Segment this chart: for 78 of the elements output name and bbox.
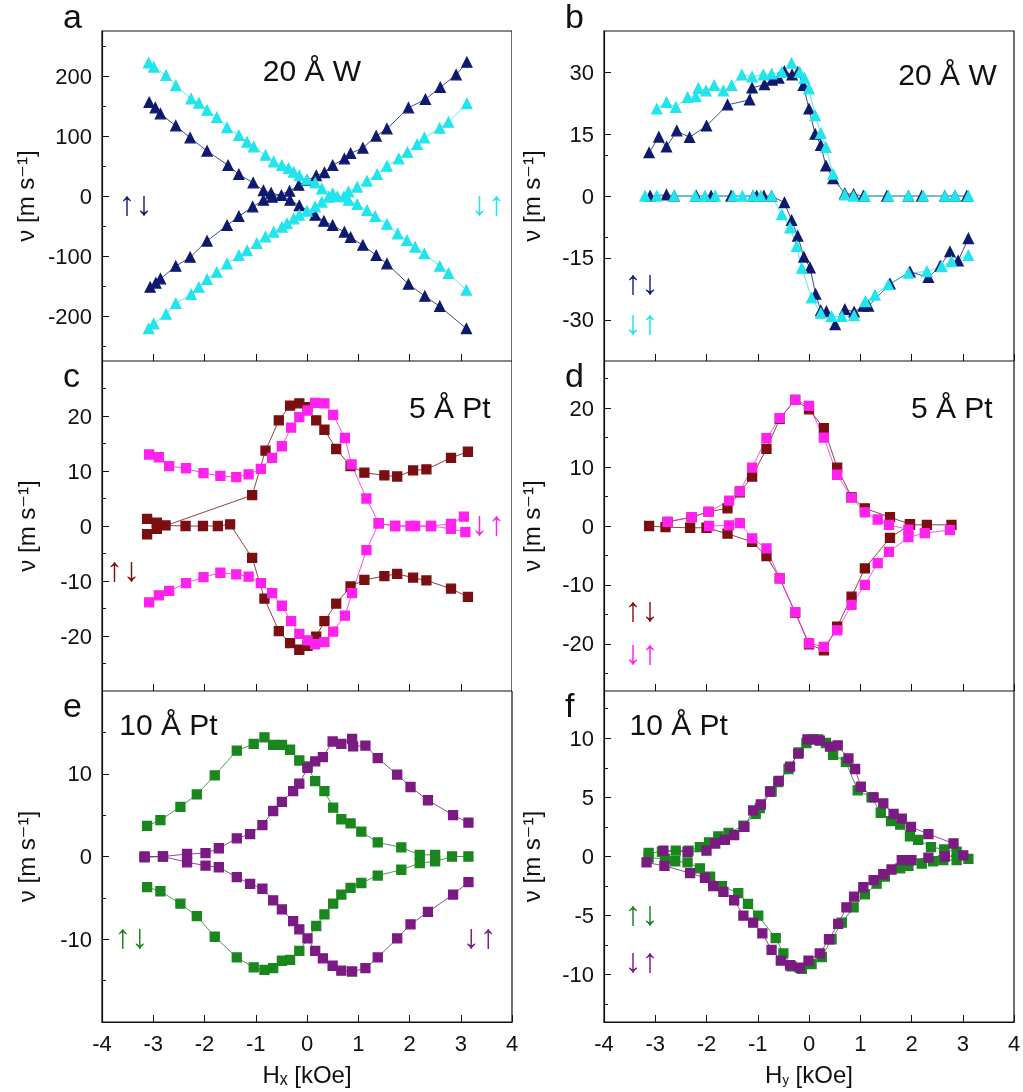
y-tick-label: 20 <box>67 403 92 429</box>
y-tick-label: 20 <box>569 395 594 421</box>
series-label: ↓↑ <box>462 917 497 956</box>
y-tick-label: -100 <box>47 243 92 269</box>
y-tick-label: -20 <box>60 623 92 649</box>
x-tick-label: -3 <box>645 1030 666 1056</box>
y-tick-label: 0 <box>79 844 92 869</box>
y-tick-label: 0 <box>79 513 92 539</box>
x-axis-title: Hₓ [kOe] <box>262 1060 352 1088</box>
y-tick-label: 10 <box>67 761 92 787</box>
text: 20 Å W <box>898 57 998 91</box>
y-axis-title: ν [m s⁻¹] <box>12 810 40 903</box>
text: 5 Å Pt <box>910 390 994 424</box>
series-label: ↑↓ <box>624 894 659 933</box>
y-tick-label: -30 <box>562 307 594 333</box>
y-tick-label: 30 <box>569 59 594 85</box>
text: 5 Å Pt <box>408 390 492 424</box>
series-label: ↑↓ <box>624 590 659 628</box>
y-tick-label: -20 <box>562 631 594 657</box>
text: 10 Å Pt <box>629 707 729 741</box>
x-tick-label: -2 <box>696 1030 717 1056</box>
chart-title: a <box>63 0 82 35</box>
text: ↓↑ <box>624 940 659 979</box>
y-axis-title: ν [m s⁻¹] <box>517 150 545 242</box>
series-label: ↑↓ <box>106 550 141 589</box>
x-tick-label: -3 <box>143 1030 164 1056</box>
y-tick-label: 0 <box>581 183 594 209</box>
x-tick-label: 1 <box>352 1030 365 1056</box>
text: 20 Å W <box>262 54 362 88</box>
y-axis-title: ν [m s⁻¹] <box>11 150 39 242</box>
y-tick-label: 15 <box>569 121 594 147</box>
chart-title: c <box>63 356 80 394</box>
series-label: ↑↓ <box>114 917 149 956</box>
y-tick-label: -10 <box>60 568 92 594</box>
y-tick-label: 200 <box>55 63 92 89</box>
chart-title: f <box>565 686 575 724</box>
x-tick-label: 3 <box>956 1030 969 1056</box>
y-axis-title: ν [m s⁻¹] <box>517 480 545 572</box>
y-tick-label: 0 <box>79 183 92 209</box>
y-tick-label: 0 <box>581 513 594 539</box>
y-tick-label: 100 <box>55 123 92 149</box>
series-label: ↑↓ <box>624 263 659 302</box>
y-tick-label: 10 <box>67 458 92 484</box>
series-label: ↓↑ <box>471 184 505 223</box>
x-tick-label: 1 <box>854 1030 867 1056</box>
x-tick-label: -4 <box>594 1030 614 1056</box>
y-tick-label: 5 <box>581 784 594 810</box>
chart-title: d <box>565 356 584 394</box>
y-tick-label: -5 <box>574 903 594 929</box>
y-axis-title: ν [m s⁻¹] <box>12 480 40 572</box>
text: ↓↑ <box>624 302 659 341</box>
y-tick-label: -10 <box>562 962 594 988</box>
y-tick-label: -10 <box>562 572 594 598</box>
x-tick-label: -2 <box>194 1030 215 1056</box>
text: ↓↑ <box>624 632 659 671</box>
x-tick-label: 3 <box>454 1030 467 1056</box>
chart-title: b <box>565 0 584 35</box>
series-label: ↑↓ <box>118 184 153 223</box>
x-tick-label: -1 <box>747 1030 768 1056</box>
x-tick-label: -1 <box>245 1030 266 1056</box>
x-tick-label: 4 <box>505 1030 519 1056</box>
y-tick-label: 0 <box>581 844 594 869</box>
y-axis-title: ν [m s⁻¹] <box>517 810 545 903</box>
x-tick-label: 0 <box>300 1030 314 1056</box>
x-tick-label: -4 <box>92 1030 112 1056</box>
x-tick-label: 4 <box>1007 1030 1021 1056</box>
series-label: ↓↑ <box>471 504 505 543</box>
chart-title: e <box>63 686 82 724</box>
y-tick-label: -200 <box>47 303 92 329</box>
y-tick-label: -10 <box>60 926 92 952</box>
y-tick-label: 10 <box>569 454 594 480</box>
x-axis-title: Hy [kOe] <box>765 1060 853 1088</box>
y-tick-label: -15 <box>562 245 594 271</box>
x-tick-label: 2 <box>403 1030 416 1056</box>
x-tick-label: 0 <box>802 1030 816 1056</box>
x-tick-label: 2 <box>905 1030 918 1056</box>
y-tick-label: 10 <box>569 725 594 751</box>
text: 10 Å Pt <box>119 707 219 741</box>
